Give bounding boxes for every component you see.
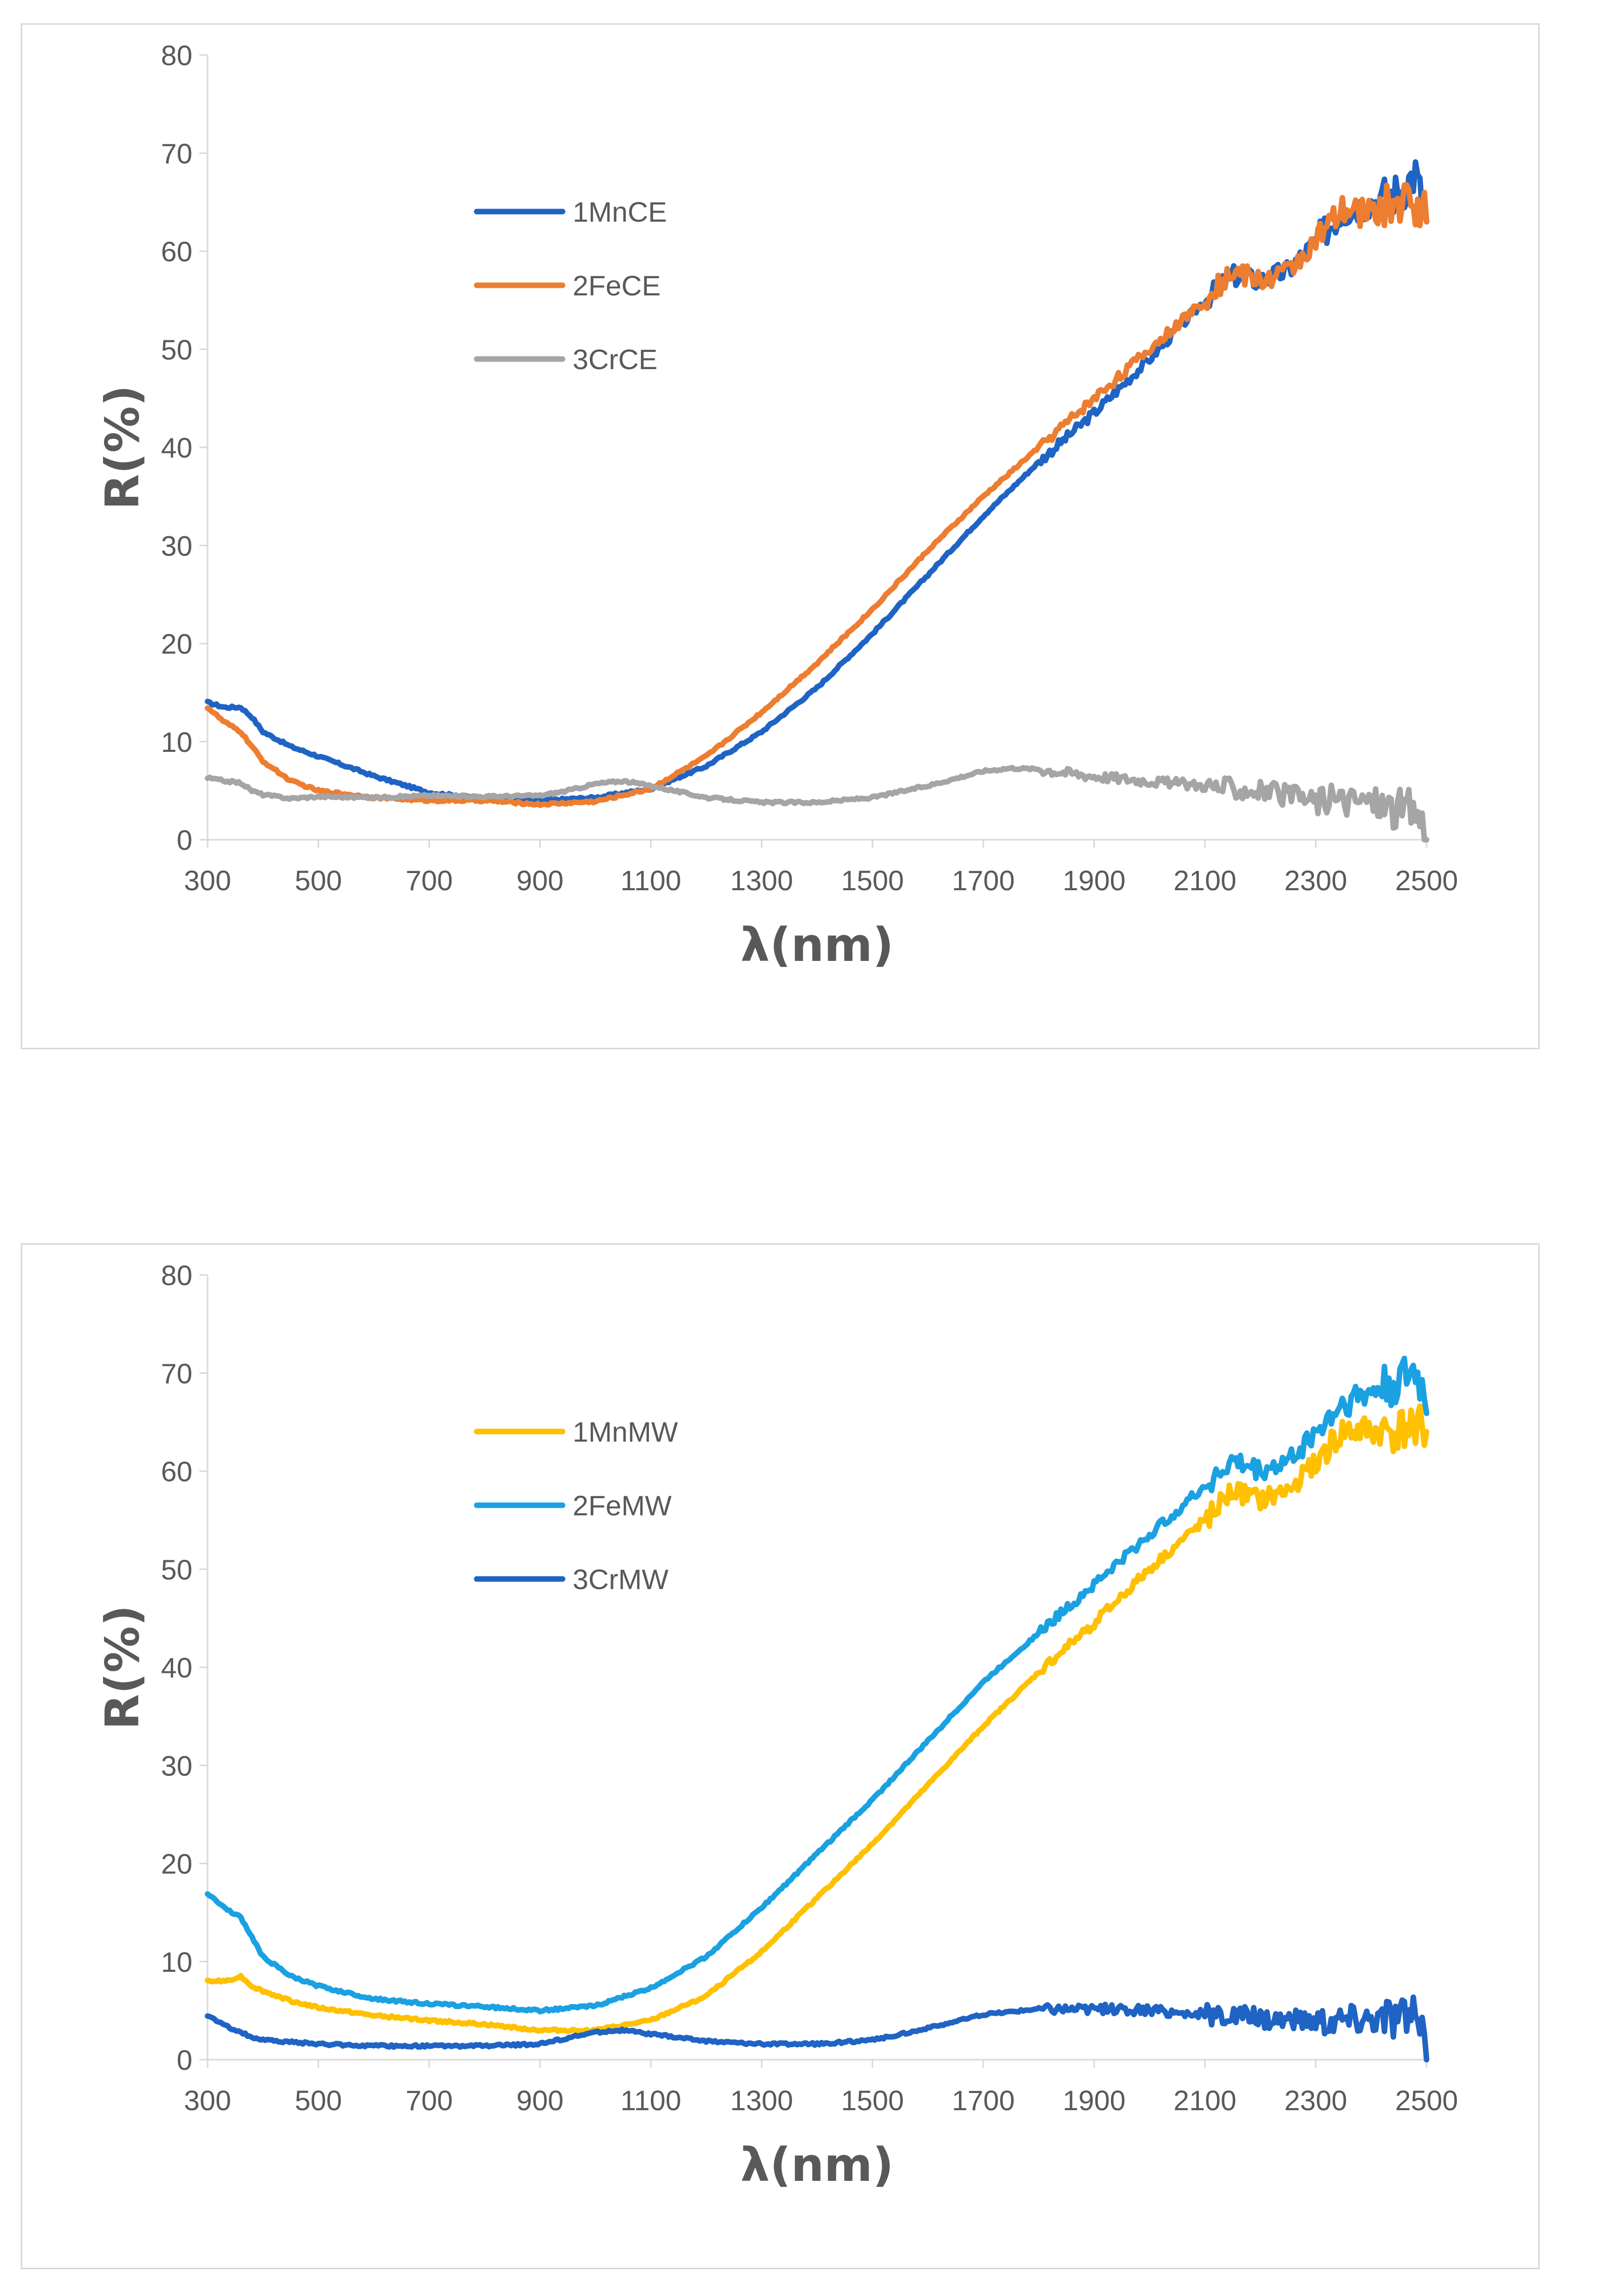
x-tick-label: 1500	[841, 864, 904, 896]
x-tick-label: 1300	[730, 864, 793, 896]
x-tick-label: 2300	[1284, 864, 1347, 896]
y-tick-label: 0	[177, 824, 192, 856]
x-tick-label: 1100	[621, 2084, 681, 2116]
x-tick-label: 500	[295, 2084, 342, 2116]
y-axis-title: R(%)	[95, 385, 149, 509]
chart-panel-bottom: 0 10 20 30 40 50 60 70 80 300 500 700 900 1100 1300 150…	[21, 1243, 1540, 2269]
legend-label-1MnMW: 1MnMW	[573, 1416, 678, 1448]
reflectance-chart-ce: 0 10 20 30 40 50 60 70 80 300 500 700 900 1100 1300 150…	[95, 39, 1458, 972]
series-line-1MnCE	[205, 159, 1430, 804]
x-tick-label: 2500	[1395, 2084, 1458, 2116]
x-axis-title: λ(nm)	[740, 918, 894, 972]
y-tick-label: 50	[161, 334, 192, 366]
legend-label-3CrMW: 3CrMW	[573, 1563, 669, 1595]
x-tick-label: 500	[295, 864, 342, 896]
x-tick-label: 2300	[1284, 2084, 1347, 2116]
y-tick-label: 80	[161, 39, 192, 71]
reflectance-chart-mw: 0 10 20 30 40 50 60 70 80 300 500 700 900 1100 1300 150…	[95, 1259, 1458, 2192]
x-tick-label: 1700	[952, 864, 1015, 896]
x-tick-label: 2100	[1174, 864, 1237, 896]
series-line-2FeMW	[205, 1355, 1430, 2015]
legend-label-1MnCE: 1MnCE	[573, 196, 667, 228]
y-tick-label: 40	[161, 432, 192, 464]
y-tick-label: 0	[177, 2044, 192, 2076]
x-tick-label: 900	[517, 2084, 564, 2116]
x-tick-label: 2500	[1395, 864, 1458, 896]
y-tick-label: 20	[161, 628, 192, 660]
series-line-3CrMW	[205, 1994, 1430, 2063]
y-tick-label: 60	[161, 236, 192, 268]
y-tick-label: 70	[161, 1357, 192, 1389]
y-tick-label: 10	[161, 726, 192, 758]
series-line-3CrCE	[205, 764, 1430, 843]
x-tick-label: 1700	[952, 2084, 1015, 2116]
x-tick-label: 1100	[621, 864, 681, 896]
y-tick-label: 70	[161, 137, 192, 169]
x-tick-label: 1900	[1062, 864, 1126, 896]
x-tick-label: 1900	[1062, 2084, 1126, 2116]
chart-panel-top: 0 10 20 30 40 50 60 70 80 300 500 700 900 1100 1300 150…	[21, 23, 1540, 1049]
x-tick-label: 700	[406, 2084, 452, 2116]
y-tick-label: 80	[161, 1259, 192, 1291]
series-line-1MnMW	[205, 1403, 1430, 2034]
x-axis-title: λ(nm)	[740, 2138, 894, 2192]
legend-label-2FeMW: 2FeMW	[573, 1490, 672, 1521]
x-tick-label: 2100	[1174, 2084, 1237, 2116]
y-tick-label: 20	[161, 1848, 192, 1880]
legend-label-3CrCE: 3CrCE	[573, 343, 657, 375]
x-tick-label: 1300	[730, 2084, 793, 2116]
y-tick-label: 40	[161, 1652, 192, 1683]
y-axis-title: R(%)	[95, 1605, 149, 1729]
legend-label-2FeCE: 2FeCE	[573, 270, 661, 301]
x-tick-label: 300	[184, 864, 231, 896]
x-tick-label: 900	[517, 864, 564, 896]
x-tick-label: 300	[184, 2084, 231, 2116]
y-tick-label: 60	[161, 1456, 192, 1488]
series-line-2FeCE	[205, 182, 1430, 808]
x-tick-label: 700	[406, 864, 452, 896]
y-tick-label: 50	[161, 1554, 192, 1586]
y-tick-label: 10	[161, 1946, 192, 1978]
y-tick-label: 30	[161, 530, 192, 562]
y-tick-label: 30	[161, 1750, 192, 1781]
x-tick-label: 1500	[841, 2084, 904, 2116]
